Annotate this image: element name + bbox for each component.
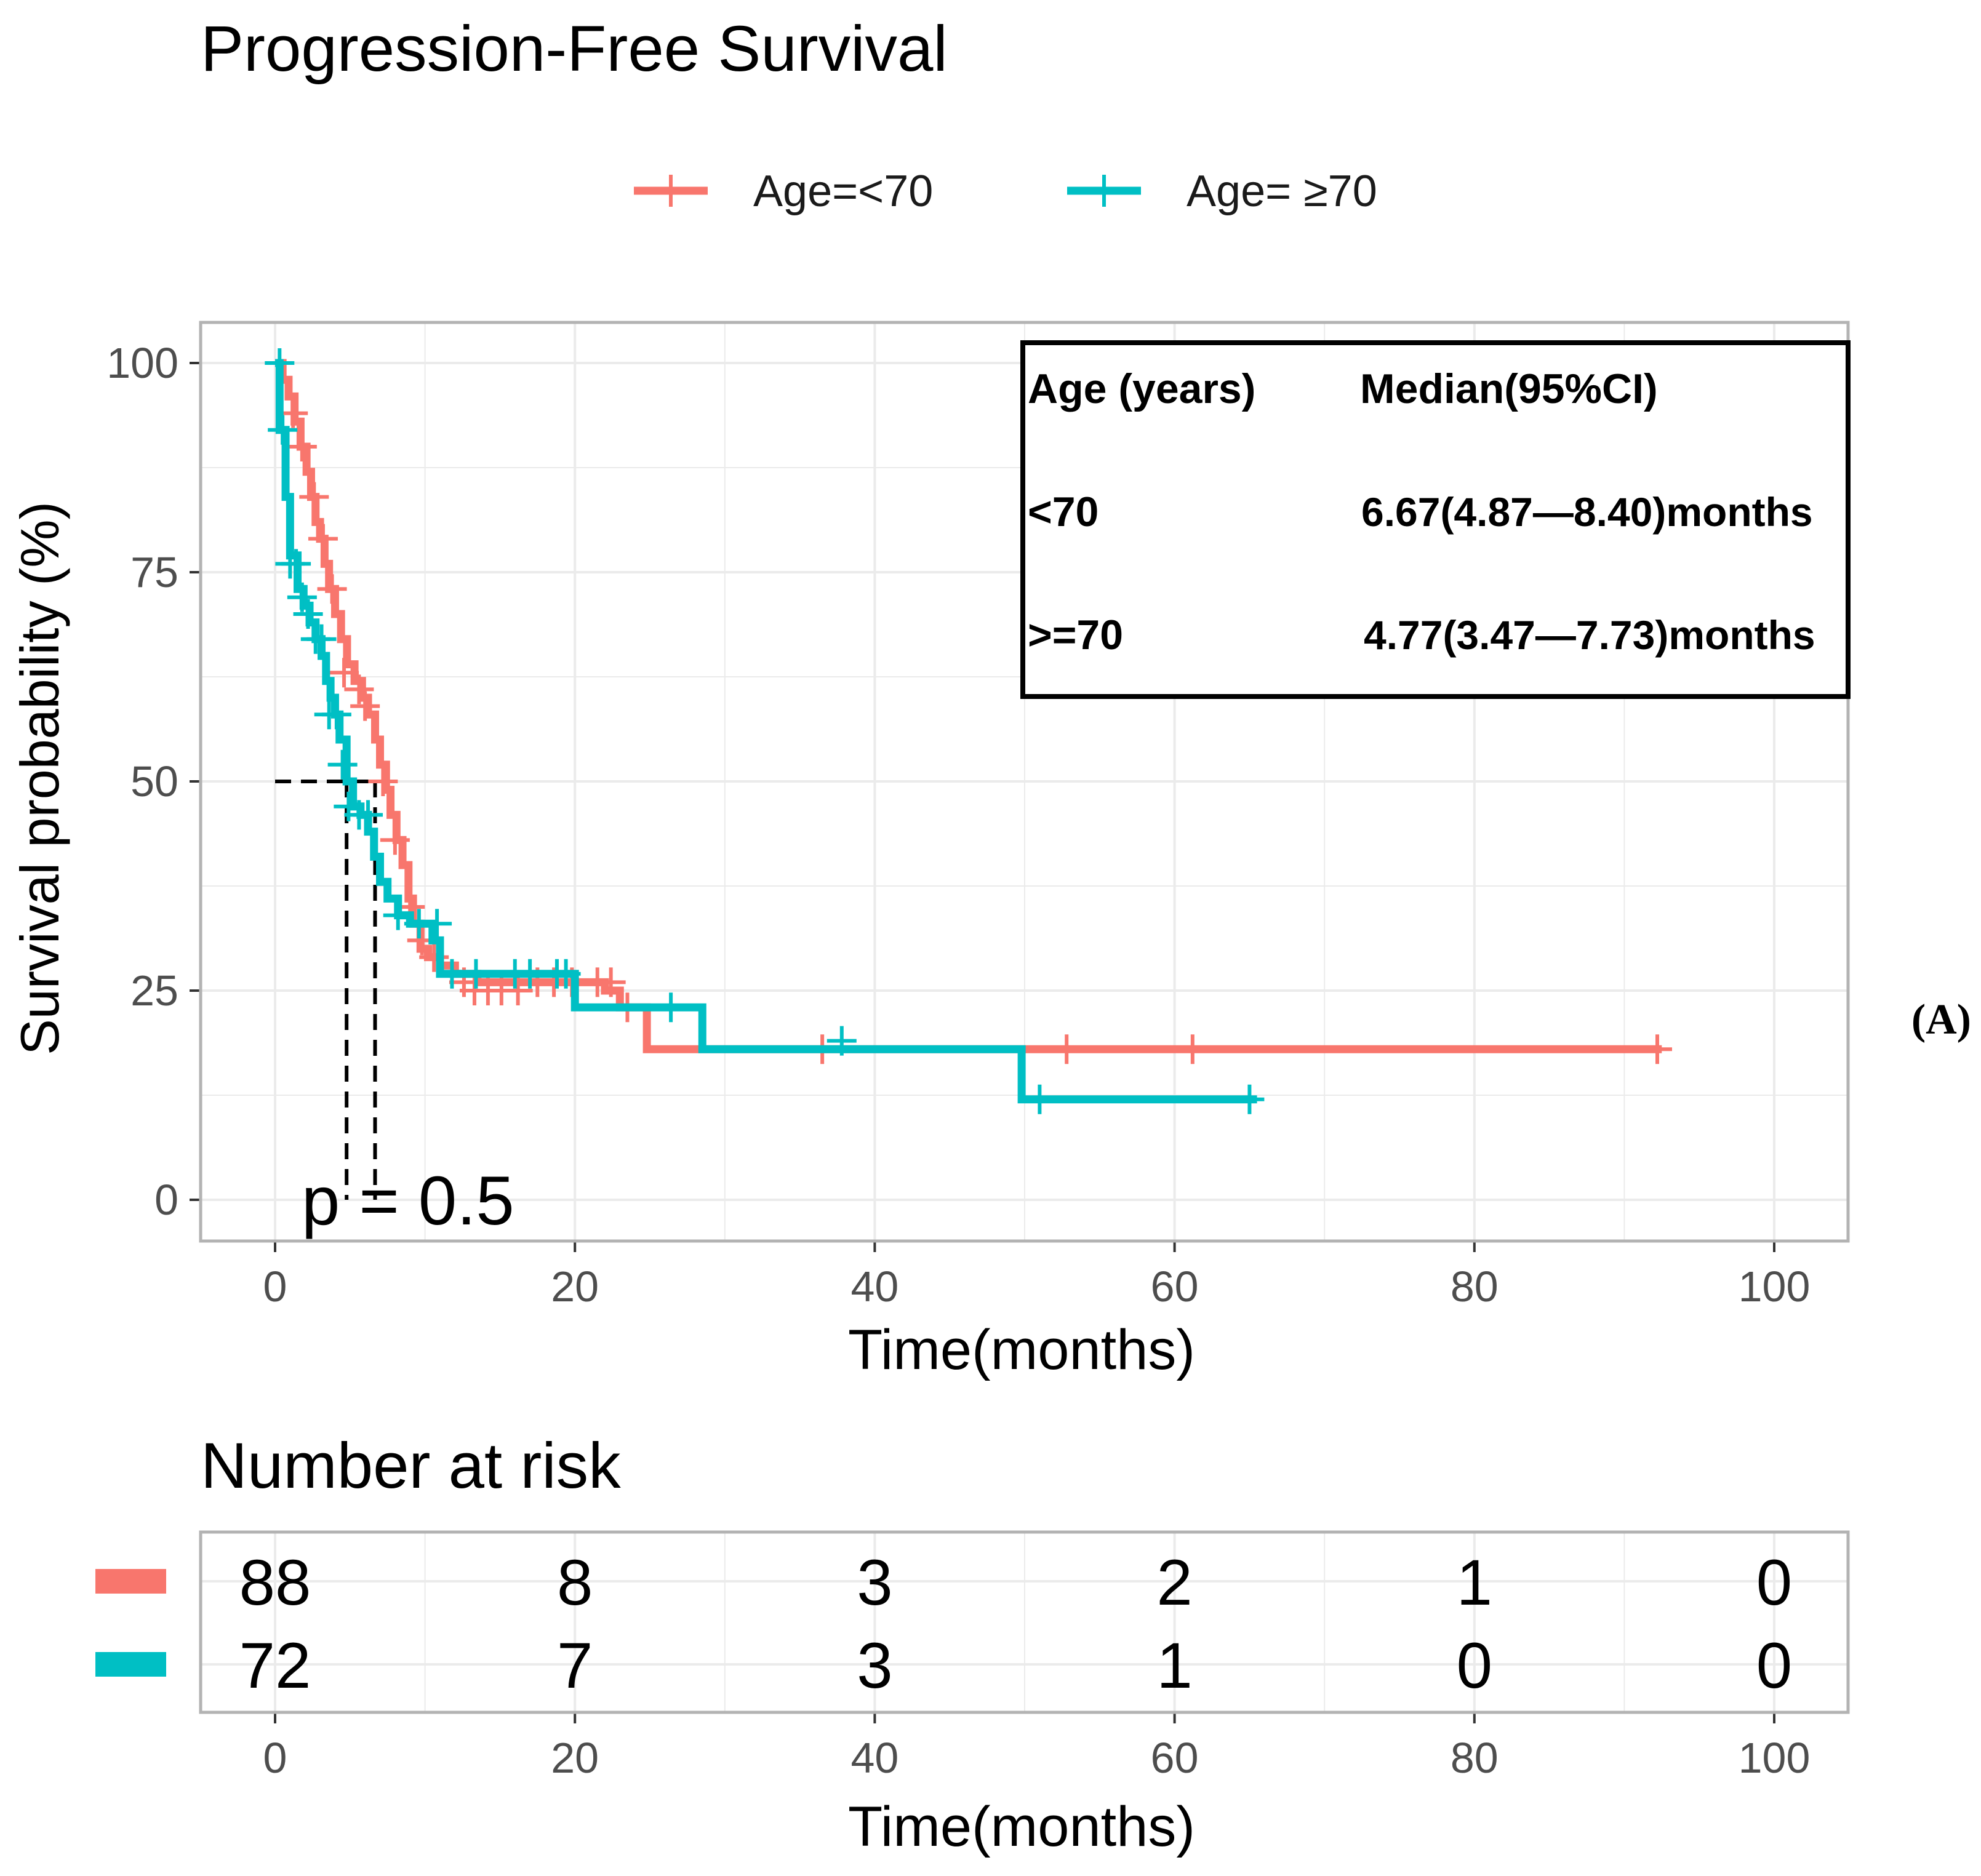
risk-value-ge70: 0: [1457, 1630, 1492, 1702]
chart-title: Progression-Free Survival: [201, 13, 948, 85]
risk-x-tick-label: 100: [1739, 1734, 1811, 1782]
p-value-annotation: p = 0.5: [302, 1162, 514, 1239]
risk-table-panel: 88 8 3 2 1 072 7 3 1 0 0 0 20 40 60 80 100: [95, 1530, 1850, 1782]
y-tick-label: 0: [154, 1176, 178, 1224]
y-axis-label: Survival probability (%): [9, 501, 70, 1055]
y-tick-label: 25: [130, 967, 178, 1015]
risk-key-lt70: [95, 1569, 166, 1594]
x-tick-label: 40: [850, 1263, 898, 1311]
y-axis-ticks: 0 25 50 75 100: [106, 339, 201, 1224]
legend-label-ge70: Age= ≥70: [1187, 167, 1377, 216]
risk-x-tick-label: 40: [850, 1734, 898, 1782]
table-row-1-age: <70: [1028, 489, 1099, 535]
table-row-2-median: 4.77(3.47—7.73)months: [1364, 612, 1815, 658]
risk-value-lt70: 8: [557, 1547, 593, 1619]
risk-value-lt70: 2: [1156, 1547, 1192, 1619]
risk-value-ge70: 72: [239, 1630, 311, 1702]
risk-gridlines: [201, 1532, 1848, 1712]
risk-value-lt70: 88: [239, 1547, 311, 1619]
x-tick-label: 20: [551, 1263, 599, 1311]
risk-value-lt70: 1: [1457, 1547, 1492, 1619]
risk-value-lt70: 0: [1756, 1547, 1792, 1619]
risk-table-frame: [199, 1530, 1850, 1714]
legend-key-lt70: [634, 175, 708, 207]
y-tick-label: 100: [106, 339, 178, 387]
risk-x-axis-label: Time(months): [848, 1795, 1195, 1858]
x-axis-label: Time(months): [848, 1319, 1195, 1381]
x-tick-label: 100: [1739, 1263, 1811, 1311]
risk-x-tick-label: 80: [1451, 1734, 1499, 1782]
x-axis-ticks: 0 20 40 60 80 100: [263, 1241, 1811, 1311]
risk-value-ge70: 7: [557, 1630, 593, 1702]
table-header-age: Age (years): [1028, 365, 1255, 412]
y-tick-label: 50: [130, 757, 178, 805]
median-lines: [275, 780, 377, 1200]
table-row-2-age: >=70: [1028, 612, 1123, 658]
risk-key-ge70: [95, 1652, 166, 1677]
panel-label: (A): [1911, 996, 1971, 1044]
legend-label-lt70: Age=<70: [753, 167, 933, 216]
risk-x-axis-ticks: 0 20 40 60 80 100: [263, 1712, 1811, 1782]
risk-values: 88 8 3 2 1 072 7 3 1 0 0: [239, 1547, 1793, 1702]
y-tick-label: 75: [130, 548, 178, 596]
table-header-median: Median(95%CI): [1360, 365, 1658, 412]
plot-frame: [199, 321, 1850, 1243]
risk-x-tick-label: 0: [263, 1734, 287, 1782]
table-row-1-median: 6.67(4.87—8.40)months: [1361, 489, 1813, 535]
risk-x-tick-label: 60: [1151, 1734, 1199, 1782]
risk-value-lt70: 3: [857, 1547, 892, 1619]
survival-curves: [265, 348, 1672, 1114]
x-tick-label: 0: [263, 1263, 287, 1311]
risk-value-ge70: 0: [1756, 1630, 1792, 1702]
risk-value-ge70: 1: [1156, 1630, 1192, 1702]
legend-key-ge70: [1067, 175, 1141, 207]
legend: Age=<70 Age= ≥70: [634, 167, 1377, 216]
median-table-frame: [1020, 340, 1851, 699]
median-table: Age (years) Median(95%CI) <70 6.67(4.87—…: [1020, 340, 1851, 699]
x-tick-label: 60: [1151, 1263, 1199, 1311]
risk-x-tick-label: 20: [551, 1734, 599, 1782]
x-tick-label: 80: [1451, 1263, 1499, 1311]
risk-value-ge70: 3: [857, 1630, 892, 1702]
risk-row-keys: [95, 1569, 166, 1677]
risk-table-title: Number at risk: [201, 1430, 621, 1502]
